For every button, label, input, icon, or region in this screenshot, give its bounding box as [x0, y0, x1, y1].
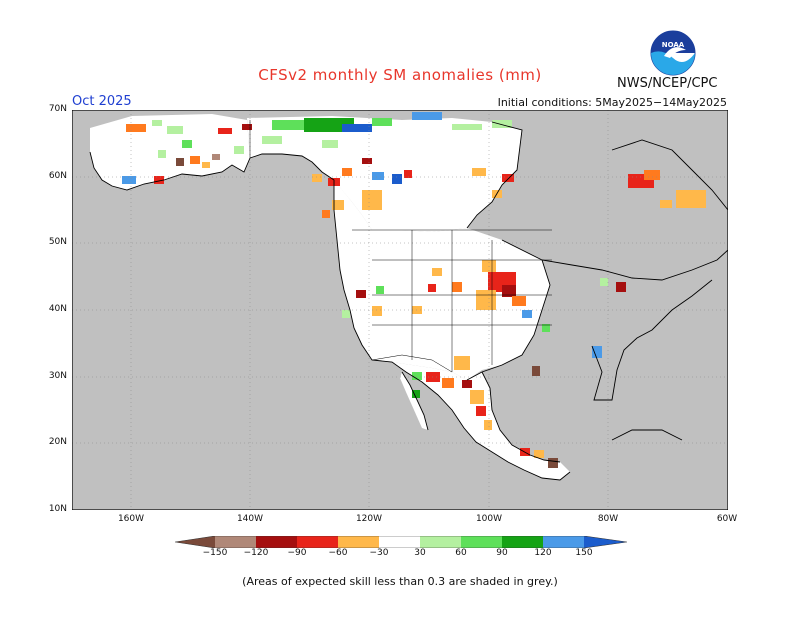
forecast-month: Oct 2025: [72, 94, 132, 109]
colorbar-segment-neutral: [379, 536, 420, 548]
colorbar-tick-90: 90: [496, 548, 508, 558]
colorbar-tick-neg60: −60: [328, 548, 348, 558]
colorbar-segment-below-150: [175, 536, 215, 548]
lat-label-20: 20N: [48, 437, 67, 447]
colorbar-tick-150: 150: [575, 548, 593, 558]
colorbar-segment-90-60: [297, 536, 338, 548]
land-baja: [400, 372, 428, 430]
colorbar-segment-120-90: [256, 536, 297, 548]
lon-label-120w: 120W: [355, 514, 383, 524]
lat-label-70: 70N: [48, 104, 67, 114]
coastlines: [89, 121, 728, 481]
lon-label-160w: 160W: [117, 514, 145, 524]
agency-label: NWS/NCEP/CPC: [617, 76, 718, 91]
graticule: [72, 110, 728, 510]
colorbar-tick-neg90: −90: [287, 548, 307, 558]
colorbar-segment-30-60: [420, 536, 461, 548]
map-title: CFSv2 monthly SM anomalies (mm): [258, 66, 542, 84]
colorbar-tick-120: 120: [534, 548, 552, 558]
colorbar-tick-60: 60: [455, 548, 467, 558]
lat-label-60: 60N: [48, 171, 67, 181]
colorbar-segment-60-90: [461, 536, 502, 548]
noaa-logo: NOAA: [650, 30, 696, 76]
colorbar-segment-60-30: [338, 536, 379, 548]
lat-label-40: 40N: [48, 304, 67, 314]
colorbar-segment-above-150: [584, 536, 627, 548]
lon-label-100w: 100W: [475, 514, 503, 524]
lat-label-30: 30N: [48, 371, 67, 381]
political-borders: [249, 120, 552, 373]
colorbar-tick-neg150: −150: [202, 548, 228, 558]
lon-label-80w: 80W: [597, 514, 619, 524]
colorbar: [175, 536, 627, 548]
anomaly-map: [72, 110, 728, 510]
colorbar-segment-120-150: [543, 536, 584, 548]
lat-label-10: 10N: [48, 504, 67, 514]
colorbar-tick-30: 30: [414, 548, 426, 558]
colorbar-tick-neg120: −120: [243, 548, 269, 558]
anomaly-cells: [122, 112, 706, 468]
colorbar-segment-150-120: [215, 536, 256, 548]
land-northern-canada: [247, 116, 522, 232]
footnote: (Areas of expected skill less than 0.3 a…: [242, 575, 558, 588]
colorbar-segment-90-120: [502, 536, 543, 548]
lat-label-50: 50N: [48, 237, 67, 247]
land-mexico: [392, 362, 570, 480]
logo-text: NOAA: [662, 41, 685, 49]
lon-label-140w: 140W: [236, 514, 264, 524]
lon-label-60w: 60W: [716, 514, 738, 524]
colorbar-tick-neg30: −30: [369, 548, 389, 558]
land-alaska: [90, 114, 250, 190]
initial-conditions: Initial conditions: 5May2025−14May2025: [497, 96, 727, 109]
